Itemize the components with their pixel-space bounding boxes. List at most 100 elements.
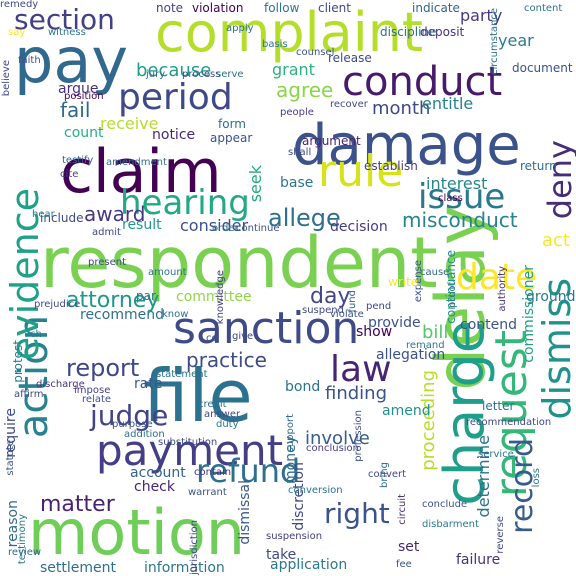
cloud-word-remand: remand: [406, 340, 445, 351]
cloud-word-bring: bring: [379, 462, 390, 488]
cloud-word-appear: appear: [210, 131, 253, 145]
cloud-word-testify: testify: [62, 155, 94, 166]
cloud-word-counsel: counsel: [296, 47, 335, 58]
cloud-word-class: class: [438, 193, 463, 204]
cloud-word-sanction: sanction: [173, 303, 360, 354]
cloud-word-payment: payment: [96, 426, 284, 475]
cloud-word-indicate: indicate: [412, 1, 460, 15]
cloud-word-rate: rate: [134, 376, 163, 392]
cloud-word-consider: consider: [180, 216, 249, 235]
cloud-word-matter: matter: [40, 492, 115, 517]
cloud-word-proof: proof: [447, 282, 458, 308]
cloud-word-return: return: [520, 159, 557, 173]
cloud-word-ground: ground: [526, 289, 576, 305]
cloud-word-cause: cause: [420, 267, 450, 278]
cloud-word-set: set: [398, 539, 420, 555]
cloud-word-claim: claim: [60, 137, 222, 207]
cloud-word-deposit: deposit: [420, 25, 465, 39]
cloud-word-warrant: warrant: [188, 487, 227, 498]
cloud-word-take: take: [266, 547, 297, 563]
cloud-word-provide: provide: [368, 315, 421, 331]
cloud-word-discipline: discipline: [380, 25, 437, 39]
cloud-word-establish: establish: [364, 159, 418, 173]
cloud-word-respondent: respondent: [40, 222, 438, 304]
cloud-word-refund: refund: [196, 452, 301, 490]
cloud-word-report: report: [66, 354, 140, 382]
cloud-word-dismissal: dismissal: [237, 480, 253, 545]
cloud-word-release: release: [328, 51, 372, 65]
cloud-word-affirm: affirm: [14, 389, 44, 400]
cloud-word-substitution: substitution: [158, 437, 218, 448]
cloud-word-statute: statute: [5, 440, 16, 476]
cloud-word-serve: serve: [216, 69, 244, 80]
cloud-word-letter: letter: [482, 399, 515, 413]
cloud-word-credit: credit: [198, 399, 227, 410]
cloud-word-finding: finding: [325, 383, 388, 404]
cloud-word-basis: basis: [262, 39, 288, 50]
cloud-word-admit: admit: [92, 227, 121, 238]
cloud-word-knowledge: knowledge: [215, 270, 226, 325]
cloud-word-note: note: [156, 1, 184, 15]
cloud-word-jurisdiction: jurisdiction: [189, 520, 200, 575]
cloud-word-recommend: recommend: [80, 307, 164, 323]
cloud-word-give: give: [232, 331, 254, 342]
cloud-word-section: section: [14, 3, 115, 36]
cloud-word-amount: amount: [148, 267, 187, 278]
cloud-word-show: show: [356, 324, 393, 340]
cloud-word-say: say: [8, 27, 26, 38]
cloud-word-date: date: [456, 257, 538, 298]
cloud-word-misconduct: misconduct: [402, 208, 518, 232]
cloud-word-damage: damage: [292, 113, 521, 178]
cloud-word-circumstance: circumstance: [489, 8, 500, 75]
cloud-word-attorney: attorney: [66, 288, 160, 313]
cloud-word-check: check: [134, 479, 175, 495]
cloud-word-file: file: [143, 354, 253, 438]
cloud-word-settlement: settlement: [40, 560, 117, 576]
cloud-word-impose: impose: [74, 385, 111, 396]
cloud-word-relate: relate: [82, 394, 112, 405]
cloud-word-ch: ch: [30, 329, 42, 340]
cloud-word-committee: committee: [176, 289, 252, 305]
cloud-word-conclude: conclude: [422, 499, 468, 510]
cloud-word-violate: violate: [330, 309, 364, 320]
cloud-word-allege: allege: [268, 204, 341, 232]
cloud-word-believe: believe: [1, 60, 12, 97]
cloud-word-follow: follow: [264, 1, 300, 15]
cloud-word-faith: faith: [18, 55, 41, 66]
cloud-word-rule: rule: [318, 146, 404, 197]
cloud-word-continue: continue: [236, 223, 280, 234]
cloud-word-service: service: [478, 449, 514, 460]
cloud-word-discharge: discharge: [36, 379, 85, 390]
cloud-word-profession: profession: [353, 410, 364, 462]
cloud-word-shall: shall: [288, 147, 312, 158]
cloud-word-allegation: allegation: [376, 347, 446, 363]
cloud-word-award: award: [84, 202, 146, 226]
cloud-word-process: process: [182, 69, 221, 80]
cloud-word-entitle: entitle: [422, 94, 474, 113]
cloud-word-statement: statement: [156, 369, 208, 380]
cloud-word-recommendation: recommendation: [466, 417, 552, 428]
cloud-word-bill: bill: [422, 322, 449, 343]
cloud-word-content: content: [524, 3, 563, 14]
cloud-word-conversion: conversion: [288, 485, 343, 496]
cloud-word-month: month: [372, 98, 431, 119]
cloud-word-present: present: [88, 257, 127, 268]
cloud-word-suspend: suspend: [302, 305, 344, 316]
cloud-word-determine: determine: [474, 435, 493, 518]
cloud-word-support: support: [285, 414, 296, 453]
cloud-word-disbarment: disbarment: [422, 519, 479, 530]
cloud-word-contain: contain: [194, 467, 232, 478]
cloud-word-argument: argument: [302, 134, 361, 148]
cloud-word-circuit: circuit: [397, 494, 408, 525]
cloud-word-loss: loss: [531, 468, 542, 488]
cloud-word-hear: hear: [32, 209, 55, 220]
cloud-word-party: party: [460, 6, 503, 25]
cloud-word-fee: fee: [396, 559, 412, 570]
cloud-word-witness: witness: [48, 27, 86, 38]
cloud-word-bond: bond: [285, 379, 321, 395]
cloud-word-contend: contend: [460, 317, 517, 333]
cloud-word-proceeding: proceeding: [418, 370, 439, 471]
cloud-word-include: include: [40, 211, 84, 225]
cloud-word-motion: motion: [28, 496, 246, 569]
cloud-word-base: base: [280, 175, 314, 191]
